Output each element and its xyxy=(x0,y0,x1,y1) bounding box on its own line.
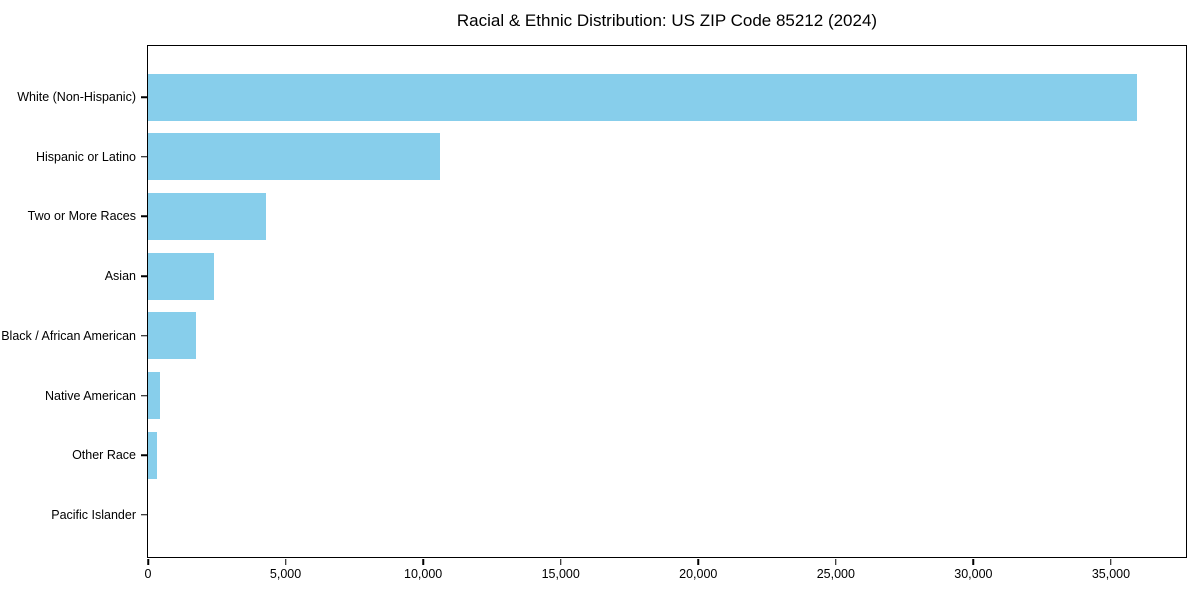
y-axis-tick xyxy=(140,394,147,397)
y-axis-tick xyxy=(140,514,147,516)
category-label: Pacific Islander xyxy=(51,507,136,522)
x-axis-tick xyxy=(559,558,562,565)
x-tick-label: 15,000 xyxy=(541,567,580,581)
x-axis-tick xyxy=(1110,558,1112,565)
y-axis-tick xyxy=(140,335,147,337)
category-label: White (Non-Hispanic) xyxy=(17,90,136,104)
bar xyxy=(148,133,441,181)
category-label: Asian xyxy=(104,269,136,284)
plot-area: White (Non-Hispanic) Hispanic or Latino Tw… xyxy=(1,45,1187,581)
y-axis-tick xyxy=(140,275,147,277)
category-label: Native American xyxy=(44,388,136,403)
x-tick-label: 35,000 xyxy=(1091,567,1131,581)
x-tick-label: 5,000 xyxy=(269,567,302,581)
bar xyxy=(148,73,1138,121)
bar xyxy=(148,252,214,300)
category-label: Black / African American xyxy=(1,328,136,343)
category-label: Two or More Races xyxy=(27,209,136,224)
category-label: Other Race xyxy=(72,448,136,463)
bar xyxy=(148,431,157,479)
y-axis-tick xyxy=(140,96,147,98)
category-label: Hispanic or Latino xyxy=(35,149,136,164)
x-axis-tick xyxy=(147,558,149,565)
y-axis-tick xyxy=(140,454,147,456)
x-axis-tick xyxy=(697,558,699,565)
y-axis-tick xyxy=(140,155,147,158)
x-tick-label: 0 xyxy=(144,567,152,581)
bar xyxy=(148,312,197,360)
x-axis-tick xyxy=(422,558,424,565)
chart-title: Racial & Ethnic Distribution: US ZIP Cod… xyxy=(456,11,878,30)
x-tick-label: 10,000 xyxy=(404,567,443,581)
x-axis-tick xyxy=(835,558,837,565)
x-tick-label: 30,000 xyxy=(954,567,993,581)
x-axis-tick xyxy=(284,558,287,565)
bar xyxy=(148,372,160,419)
x-tick-label: 25,000 xyxy=(816,567,855,581)
bar xyxy=(148,192,267,240)
y-axis-tick xyxy=(140,215,147,218)
x-tick-label: 20,000 xyxy=(679,567,718,581)
x-axis-tick xyxy=(972,558,975,565)
